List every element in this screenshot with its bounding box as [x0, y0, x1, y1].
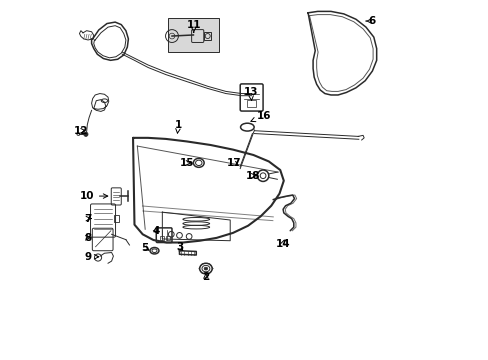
Text: 1: 1	[174, 120, 182, 133]
Text: 9: 9	[84, 252, 99, 262]
Text: 3: 3	[176, 242, 183, 252]
Text: 11: 11	[186, 19, 201, 32]
Text: 6: 6	[365, 16, 375, 26]
Text: 2: 2	[202, 272, 209, 282]
Text: 8: 8	[84, 233, 91, 243]
Text: 4: 4	[152, 226, 159, 236]
Text: 14: 14	[275, 239, 290, 249]
Text: 16: 16	[250, 111, 271, 122]
Ellipse shape	[203, 267, 207, 270]
Text: 7: 7	[84, 213, 92, 224]
Bar	[165, 237, 170, 240]
Circle shape	[169, 33, 175, 39]
Text: 12: 12	[74, 126, 88, 136]
Bar	[203, 32, 211, 40]
Text: 17: 17	[226, 158, 241, 168]
Circle shape	[83, 132, 88, 136]
FancyBboxPatch shape	[167, 18, 219, 52]
Text: 10: 10	[79, 191, 107, 201]
Bar	[247, 100, 255, 107]
Text: 5: 5	[142, 243, 149, 253]
Text: 15: 15	[180, 158, 194, 168]
Bar	[160, 237, 164, 240]
Text: 18: 18	[245, 171, 260, 181]
Text: 13: 13	[243, 87, 258, 100]
Bar	[114, 215, 119, 222]
